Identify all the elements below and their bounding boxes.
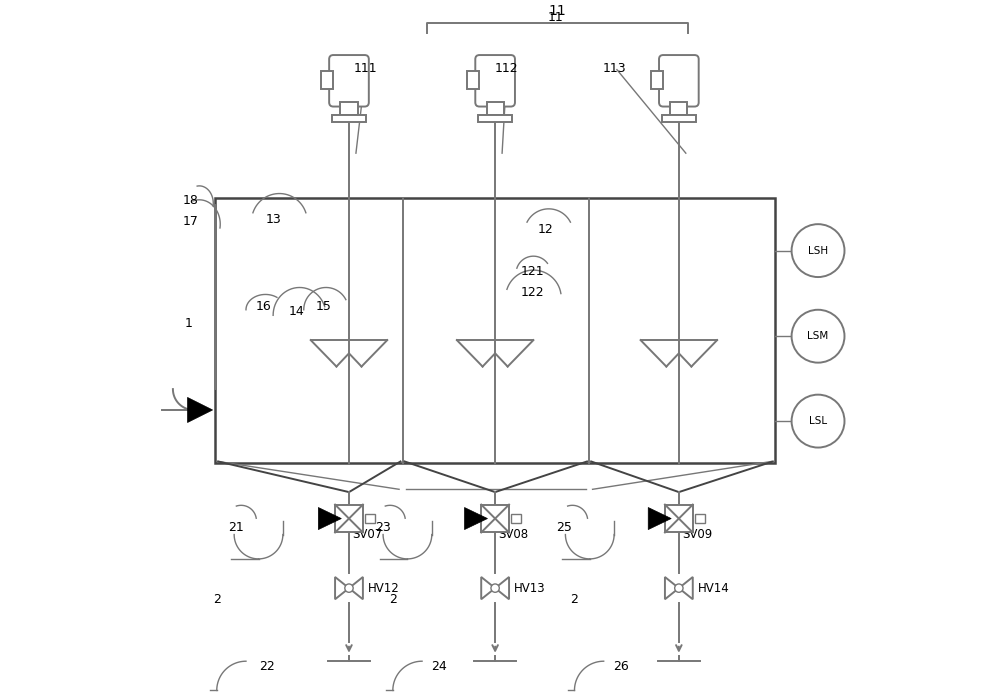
Text: 1: 1	[185, 317, 193, 330]
Text: LSL: LSL	[809, 416, 827, 426]
Circle shape	[491, 584, 499, 592]
FancyBboxPatch shape	[475, 55, 515, 106]
Polygon shape	[495, 577, 509, 599]
Bar	[332, 115, 366, 122]
Text: 11: 11	[549, 4, 566, 18]
Text: 13: 13	[266, 213, 282, 226]
Polygon shape	[679, 577, 693, 599]
Text: 22: 22	[259, 661, 275, 673]
Bar	[695, 514, 705, 523]
Text: SV09: SV09	[682, 528, 713, 541]
Bar	[478, 115, 512, 122]
Bar	[665, 505, 693, 532]
Text: HV13: HV13	[514, 582, 546, 594]
Bar	[365, 514, 375, 523]
Text: 18: 18	[183, 194, 199, 207]
Text: 111: 111	[354, 62, 377, 74]
Text: 25: 25	[556, 521, 572, 534]
Text: s: s	[698, 514, 702, 523]
Circle shape	[792, 310, 844, 363]
Bar	[215, 198, 775, 463]
Circle shape	[675, 584, 683, 592]
Polygon shape	[481, 577, 495, 599]
Text: LSM: LSM	[807, 331, 829, 341]
Text: 2: 2	[571, 594, 578, 606]
Bar	[335, 505, 363, 532]
Bar	[487, 102, 504, 115]
Text: 2: 2	[389, 594, 397, 606]
Text: 122: 122	[521, 286, 545, 299]
Polygon shape	[665, 577, 679, 599]
Circle shape	[792, 224, 844, 277]
Polygon shape	[335, 577, 349, 599]
Text: SV08: SV08	[499, 528, 529, 541]
Text: 11: 11	[548, 11, 564, 24]
Text: HV14: HV14	[698, 582, 729, 594]
Bar	[670, 102, 687, 115]
Bar	[662, 115, 696, 122]
FancyBboxPatch shape	[659, 55, 699, 106]
Text: 112: 112	[495, 62, 519, 74]
Text: 14: 14	[289, 306, 305, 318]
Polygon shape	[465, 507, 487, 530]
Text: LSH: LSH	[808, 246, 828, 255]
Circle shape	[345, 584, 353, 592]
Bar	[511, 514, 521, 523]
Text: HV12: HV12	[368, 582, 400, 594]
Bar	[321, 71, 333, 89]
Text: s: s	[514, 514, 518, 523]
Text: 17: 17	[183, 215, 199, 228]
Bar	[340, 102, 358, 115]
Text: 26: 26	[613, 661, 629, 673]
Bar	[481, 505, 509, 532]
Polygon shape	[349, 577, 363, 599]
Text: SV07: SV07	[352, 528, 383, 541]
Text: 113: 113	[603, 62, 627, 74]
Circle shape	[792, 395, 844, 448]
Bar	[651, 71, 663, 89]
Text: 21: 21	[228, 521, 243, 534]
FancyBboxPatch shape	[329, 55, 369, 106]
Text: s: s	[368, 514, 372, 523]
Text: 121: 121	[521, 265, 545, 278]
Text: 12: 12	[537, 223, 553, 236]
Polygon shape	[188, 397, 213, 422]
Polygon shape	[318, 507, 341, 530]
Polygon shape	[648, 507, 671, 530]
Bar	[467, 71, 479, 89]
Text: 23: 23	[375, 521, 391, 534]
Text: 2: 2	[213, 594, 221, 606]
Text: 16: 16	[256, 300, 271, 313]
Text: 15: 15	[316, 300, 332, 313]
Text: 24: 24	[432, 661, 447, 673]
